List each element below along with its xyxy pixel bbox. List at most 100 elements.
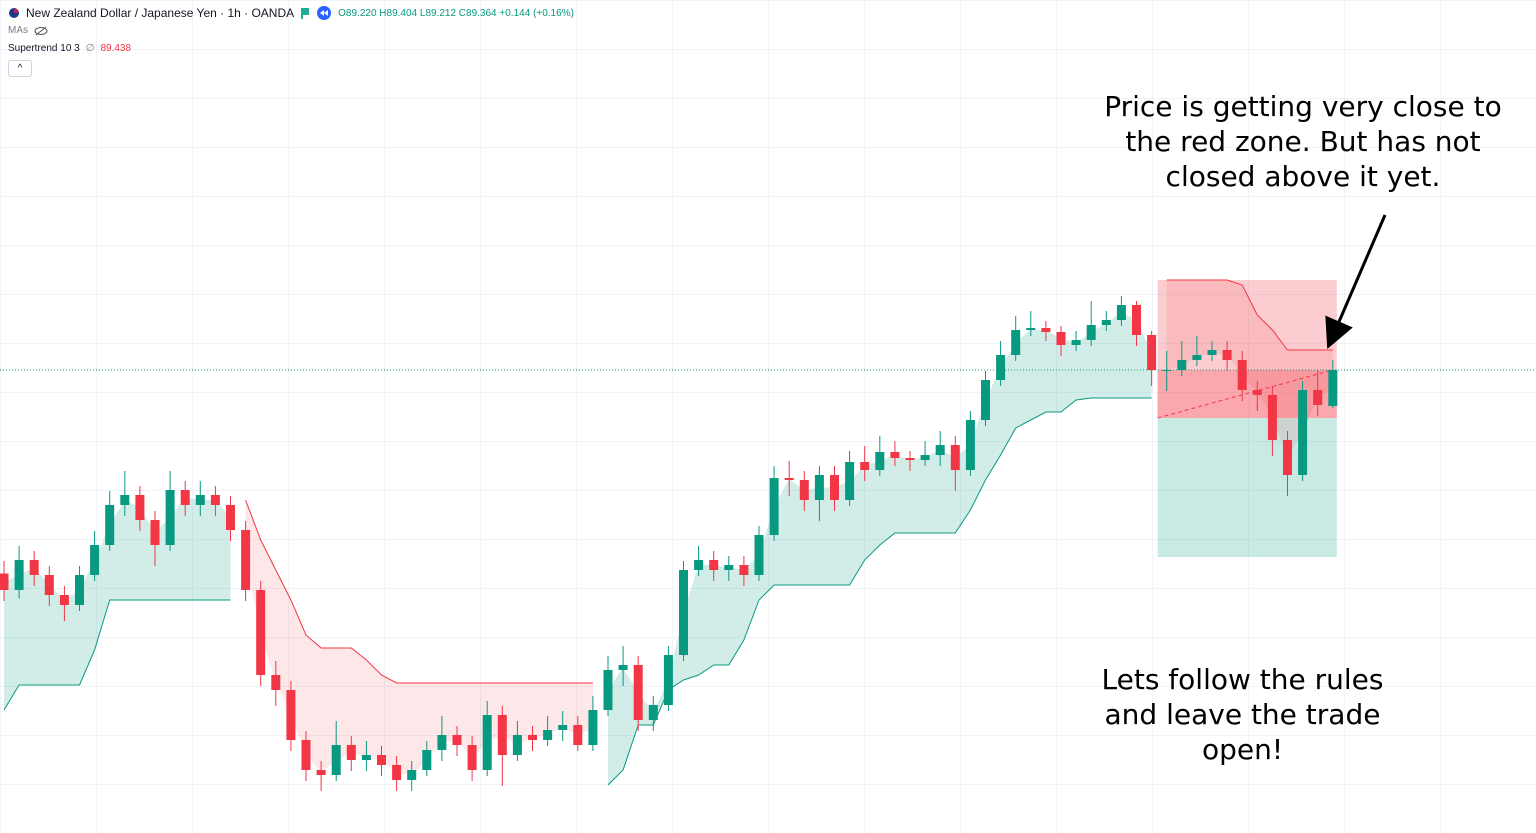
- candle-body: [437, 735, 447, 750]
- candle-body: [150, 520, 160, 545]
- candle-body: [769, 478, 779, 535]
- replay-button[interactable]: [316, 5, 332, 21]
- candle-body: [195, 495, 205, 505]
- symbol-icon: [9, 8, 19, 18]
- candle-body: [784, 478, 794, 480]
- supertrend-fill: [4, 497, 231, 710]
- supertrend-line: [245, 499, 593, 684]
- candle-body: [1298, 390, 1308, 475]
- candle-body: [1011, 330, 1021, 355]
- candle-body: [1162, 370, 1172, 371]
- candle-body: [165, 490, 175, 545]
- candle-body: [633, 665, 643, 720]
- candle-body: [739, 565, 749, 575]
- indicator-value: 89.438: [100, 43, 132, 54]
- candle-body: [981, 380, 990, 420]
- candle-body: [1041, 328, 1051, 332]
- candle-body: [422, 750, 432, 770]
- candle-body: [603, 670, 613, 710]
- hide-icon[interactable]: [34, 26, 48, 36]
- candle-body: [44, 575, 54, 595]
- supertrend-fill: [245, 500, 593, 775]
- annotation: Lets follow the rules and leave the trad…: [1101, 663, 1384, 766]
- candle-body: [1086, 325, 1096, 340]
- candle-body: [1116, 305, 1126, 320]
- supertrend-line: [3, 599, 231, 711]
- candle-body: [1132, 305, 1141, 335]
- candle-body: [1207, 350, 1217, 355]
- candle-body: [1026, 328, 1036, 330]
- candle-body: [814, 475, 824, 500]
- empty-set-icon: ∅: [85, 43, 95, 54]
- indicator-name: Supertrend 10 3: [8, 43, 80, 54]
- candle-body: [301, 740, 311, 770]
- candle-body: [0, 573, 9, 590]
- candle-body: [528, 735, 537, 740]
- symbol-title: New Zealand Dollar / Japanese Yen · 1h ·…: [26, 6, 295, 20]
- candle-body: [663, 655, 673, 705]
- candle-body: [90, 545, 100, 575]
- ma-row: MAs: [8, 25, 48, 36]
- annotation-arrow: [1325, 214, 1387, 350]
- candle-body: [271, 675, 281, 690]
- candle-body: [452, 735, 462, 745]
- candle-body: [135, 495, 145, 520]
- candle-body: [935, 445, 945, 455]
- candle-body: [1252, 390, 1262, 395]
- candle-body: [573, 725, 583, 745]
- candle-body: [1222, 350, 1232, 360]
- candle-body: [286, 690, 296, 740]
- supertrend-line: [607, 397, 1152, 786]
- candle-body: [860, 462, 870, 470]
- candle-body: [905, 458, 915, 460]
- candle-body: [407, 770, 417, 780]
- entry-to-price: [1157, 369, 1333, 419]
- candle-body: [1283, 440, 1292, 475]
- candle-body: [1101, 320, 1111, 325]
- candle-body: [316, 770, 326, 775]
- candle-body: [377, 755, 386, 765]
- candle-body: [29, 560, 39, 575]
- candle-body: [875, 452, 885, 470]
- candle-body: [845, 462, 855, 500]
- candle-body: [1147, 335, 1157, 370]
- candle-body: [392, 765, 402, 780]
- candle-body: [543, 730, 553, 740]
- candle-body: [226, 505, 235, 530]
- candle-body: [14, 560, 24, 590]
- candle-body: [1192, 355, 1202, 360]
- supertrend-row: Supertrend 10 3 ∅ 89.438: [8, 43, 131, 54]
- candle-body: [648, 705, 658, 720]
- supertrend-line: [1166, 279, 1333, 351]
- candle-body: [558, 725, 568, 730]
- candle-body: [210, 495, 220, 505]
- candle-body: [241, 530, 251, 590]
- candle-body: [467, 745, 477, 770]
- indicator-name: MAs: [8, 25, 28, 36]
- candle-body: [75, 575, 84, 605]
- supertrend-fill: [1166, 280, 1333, 458]
- ohlc-values: O89.220 H89.404 L89.212 C89.364 +0.144 (…: [338, 7, 574, 19]
- candle-body: [497, 715, 507, 755]
- candle-body: [996, 355, 1006, 380]
- collapse-button[interactable]: ^: [8, 60, 32, 77]
- candle-body: [1071, 340, 1081, 345]
- candle-body: [754, 535, 764, 575]
- flag-icon[interactable]: [300, 7, 310, 19]
- candle-body: [59, 595, 69, 605]
- candle-body: [618, 665, 628, 670]
- supertrend-fill: [608, 312, 1152, 785]
- candle-body: [799, 480, 809, 500]
- candle-body: [965, 420, 975, 470]
- candle-body: [105, 505, 115, 545]
- annotation: Price is getting very close to the red z…: [1104, 90, 1502, 193]
- candle-body: [361, 755, 371, 760]
- candle-body: [482, 715, 492, 770]
- candle-body: [1056, 332, 1066, 345]
- candle-body: [709, 560, 719, 570]
- candle-body: [1328, 370, 1338, 406]
- candle-body: [1313, 390, 1323, 405]
- candle-body: [694, 560, 704, 570]
